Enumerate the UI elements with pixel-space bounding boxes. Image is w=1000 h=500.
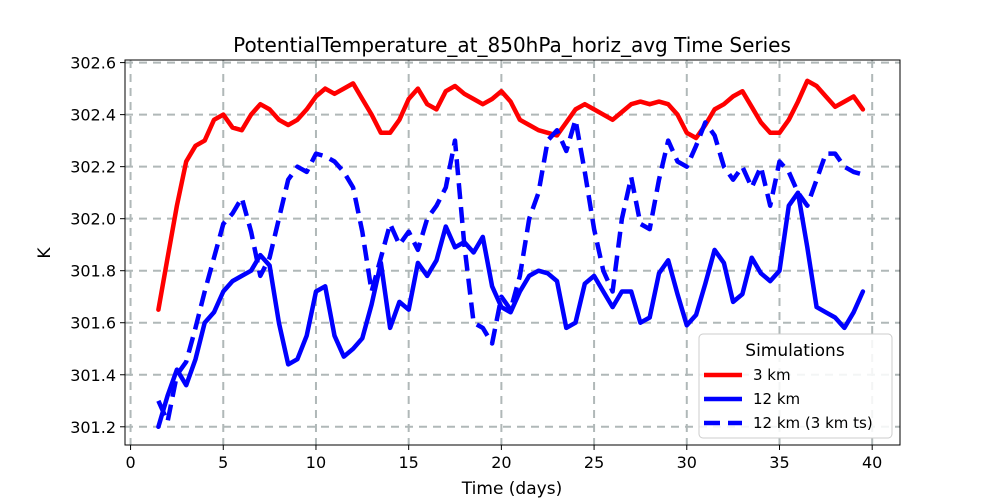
x-tick-label: 35 bbox=[769, 453, 789, 472]
x-tick-label: 15 bbox=[398, 453, 418, 472]
x-tick-label: 20 bbox=[491, 453, 511, 472]
x-tick-label: 40 bbox=[862, 453, 882, 472]
legend-box bbox=[698, 333, 893, 439]
y-tick-label: 301.6 bbox=[70, 314, 116, 333]
x-tick-label: 30 bbox=[677, 453, 697, 472]
y-tick-label: 301.2 bbox=[70, 418, 116, 437]
y-tick-label: 301.4 bbox=[70, 366, 116, 385]
x-tick-label: 25 bbox=[584, 453, 604, 472]
y-tick-label: 301.8 bbox=[70, 262, 116, 281]
legend-label-3: 12 km (3 km ts) bbox=[753, 414, 873, 432]
y-axis-label: K bbox=[35, 247, 55, 259]
y-tick-label: 302.0 bbox=[70, 210, 116, 229]
x-tick-label: 0 bbox=[125, 453, 135, 472]
series-line-3 bbox=[156, 117, 864, 424]
chart-title: PotentialTemperature_at_850hPa_horiz_avg… bbox=[233, 33, 791, 57]
x-axis-label: Time (days) bbox=[461, 479, 562, 499]
x-tick-label: 10 bbox=[306, 453, 326, 472]
legend-label-1: 3 km bbox=[753, 366, 791, 384]
y-tick-label: 302.4 bbox=[70, 106, 116, 125]
y-tick-label: 302.2 bbox=[70, 158, 116, 177]
series-line-1 bbox=[156, 78, 866, 312]
legend-label-2: 12 km bbox=[753, 390, 800, 408]
series-group bbox=[156, 78, 866, 430]
legend-title: Simulations bbox=[745, 341, 845, 361]
x-tick-label: 5 bbox=[218, 453, 228, 472]
plot-frame bbox=[124, 59, 901, 446]
y-tick-label: 302.6 bbox=[70, 54, 116, 73]
legend: Simulations 3 km 12 km 12 km (3 km ts) bbox=[698, 333, 893, 439]
legend-items: 3 km 12 km 12 km (3 km ts) bbox=[704, 366, 873, 432]
axis-ticks: 0 5 10 15 20 25 30 35 40 301.2 301.4 301.6 301.8 302.… bbox=[70, 54, 882, 472]
series-line-2 bbox=[156, 190, 866, 430]
